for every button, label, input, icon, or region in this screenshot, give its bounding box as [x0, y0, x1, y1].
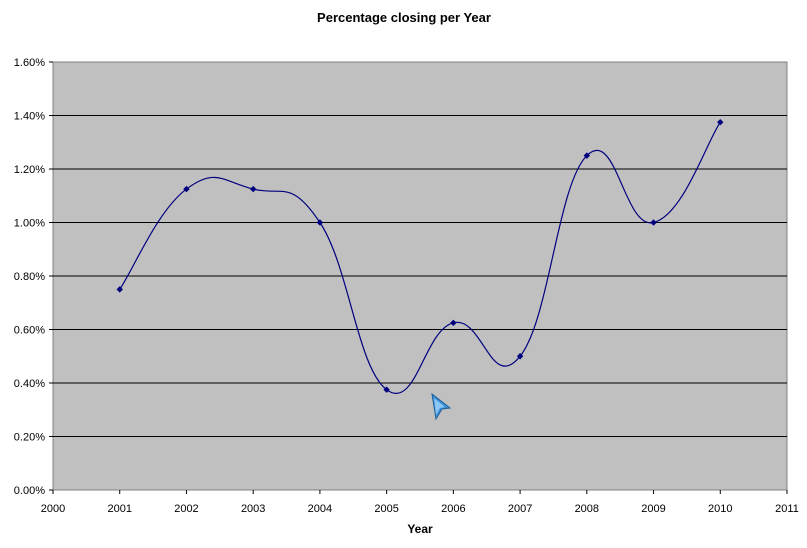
- x-tick-label: 2009: [641, 503, 665, 515]
- data-point-marker: [650, 219, 657, 226]
- data-point-marker: [450, 319, 457, 327]
- grid-lines: [53, 115, 787, 437]
- data-points: [116, 118, 724, 393]
- chart-title: Percentage closing per Year: [317, 10, 491, 25]
- y-tick-label: 0.80%: [14, 271, 45, 283]
- x-tick-label: 2004: [308, 503, 332, 515]
- y-tick-label: 0.20%: [14, 432, 45, 444]
- x-tick-label: 2002: [174, 503, 198, 515]
- data-point-marker: [116, 286, 123, 293]
- x-tick-label: 2000: [41, 503, 65, 515]
- y-axis-tick-labels: 0.00% 0.20% 0.40% 0.60% 0.80% 1.00% 1.20% 1.40%…: [14, 57, 53, 497]
- x-tick-label: 2011: [775, 503, 799, 515]
- data-point-marker: [383, 386, 390, 393]
- data-point-marker: [249, 185, 257, 193]
- data-point-marker: [516, 353, 524, 360]
- mouse-pointer-arrow-icon: [431, 392, 452, 421]
- x-tick-label: 2010: [708, 503, 732, 515]
- y-tick-label: 0.60%: [14, 325, 45, 337]
- data-point-marker: [316, 219, 324, 226]
- x-tick-label: 2008: [575, 503, 599, 515]
- x-tick-label: 2001: [107, 503, 131, 515]
- x-tick-label: 2007: [508, 503, 532, 515]
- x-tick-label: 2006: [441, 503, 465, 515]
- y-tick-label: 1.00%: [14, 218, 45, 230]
- y-tick-label: 0.00%: [14, 485, 45, 497]
- data-point-marker: [583, 152, 591, 159]
- x-tick-label: 2005: [374, 503, 398, 515]
- x-axis-tick-labels: 2000 2001 2002 2003 2004 2005 2006 2007 2008 2009…: [41, 490, 799, 515]
- data-point-marker: [183, 185, 190, 193]
- y-tick-label: 1.20%: [14, 164, 45, 176]
- y-tick-label: 1.60%: [14, 57, 45, 69]
- y-tick-label: 1.40%: [14, 111, 45, 123]
- x-tick-label: 2003: [241, 503, 265, 515]
- data-point-marker: [717, 118, 724, 126]
- series-line: [119, 121, 721, 394]
- x-axis-label: Year: [407, 522, 433, 536]
- y-tick-label: 0.40%: [14, 378, 45, 390]
